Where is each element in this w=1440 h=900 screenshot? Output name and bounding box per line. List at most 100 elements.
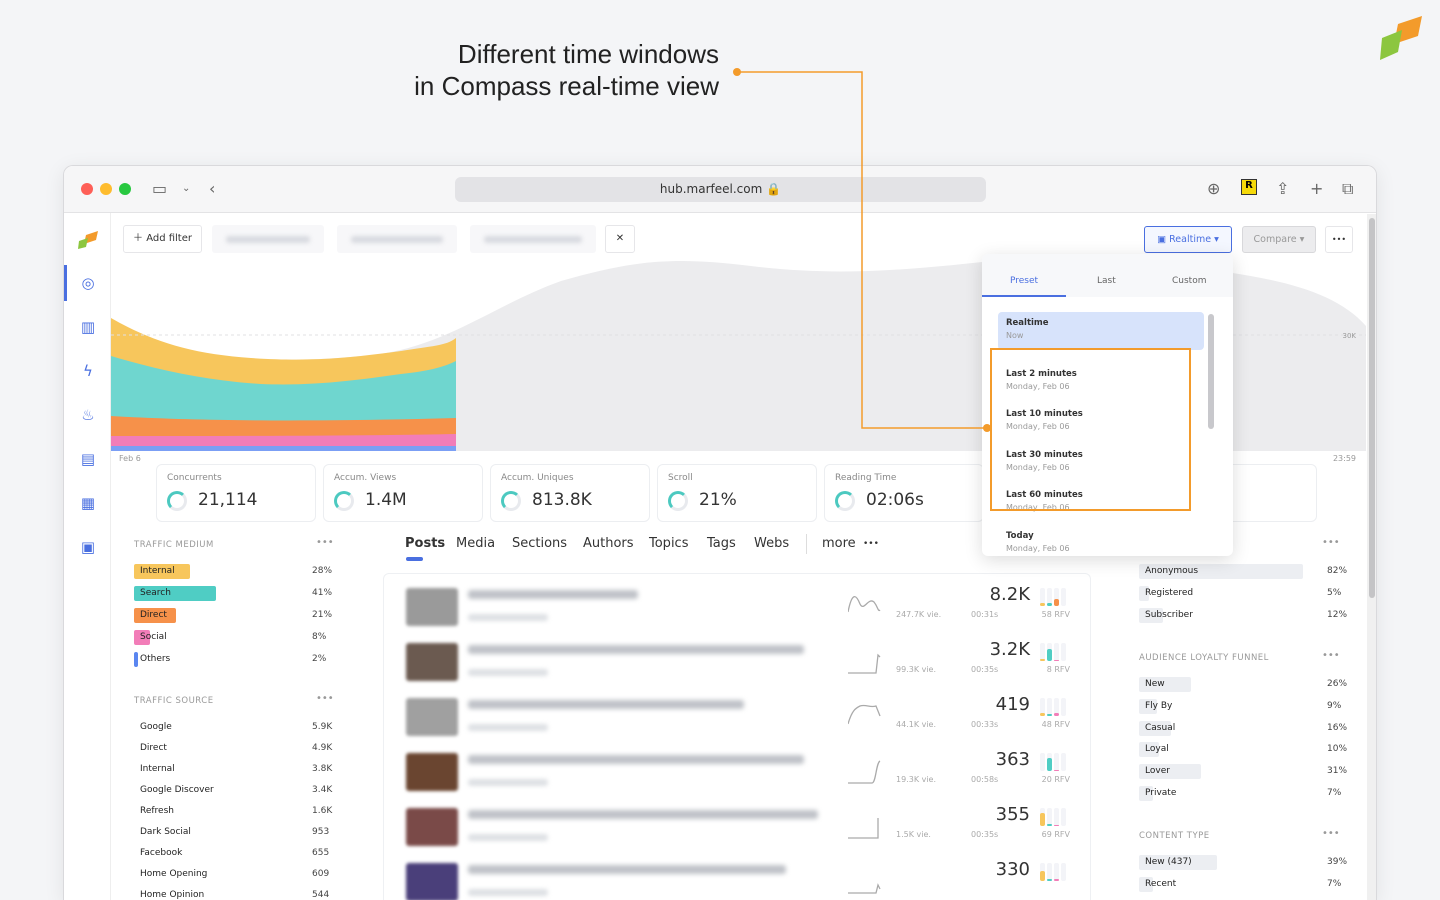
dropdown-scrollbar[interactable] [1208,314,1214,429]
maximize-button[interactable] [119,183,131,195]
metric-card[interactable]: Concurrents 21,114 [156,464,316,522]
breakdown-row[interactable]: Lover 31% [1139,764,1347,780]
breakdown-row[interactable]: New (437) 39% [1139,855,1347,870]
post-row[interactable]: 247.7K vie. 00:31s 8.2K 58 RFV [384,584,1092,626]
breakdown-row[interactable]: Google 5.9K [134,720,332,735]
traffic-medium-more-button[interactable]: ••• [316,537,334,548]
new-tab-icon[interactable]: + [1310,179,1324,198]
breakdown-row[interactable]: Dark Social 953 [134,825,332,840]
breakdown-row[interactable]: Search 41% [134,586,332,601]
breakdown-row[interactable]: Internal 28% [134,564,332,579]
breakdown-value: 953 [312,827,330,837]
address-bar[interactable]: hub.marfeel.com 🔒 [455,177,986,202]
breakdown-row[interactable]: Anonymous 82% [1139,564,1347,579]
content-type-more-button[interactable]: ••• [1322,828,1340,839]
time-option[interactable]: Last 10 minutes Monday, Feb 06 [998,403,1204,441]
breakdown-row[interactable]: Casual 16% [1139,720,1347,736]
more-options-button[interactable]: ••• [1325,226,1353,253]
tab-last[interactable]: Last [1097,276,1116,286]
bar-chart-icon[interactable]: ▥ [80,318,96,336]
breakdown-value: 82% [1327,566,1348,576]
page-scrollbar[interactable] [1367,214,1376,900]
flame-icon[interactable]: ♨ [81,406,95,424]
breakdown-row[interactable]: Loyal 10% [1139,742,1347,758]
post-title-blurred [468,700,744,709]
topic-filter[interactable] [212,225,324,253]
breakdown-bar [1139,586,1149,601]
tab-more[interactable]: more [822,536,856,551]
time-option[interactable]: Last 30 minutes Monday, Feb 06 [998,444,1204,482]
breakdown-row[interactable]: Home Opening 609 [134,867,332,882]
breakdown-row[interactable]: Subscriber 12% [1139,608,1347,623]
tab-posts[interactable]: Posts [405,536,446,551]
breakdown-row[interactable]: Private 7% [1139,786,1347,801]
tab-tags[interactable]: Tags [707,536,736,551]
time-option[interactable]: Realtime Now [998,312,1204,350]
clear-filters-button[interactable]: ✕ [605,225,635,253]
y-tick-label: 30K [1343,332,1357,340]
breakdown-row[interactable]: Google Discover 3.4K [134,783,332,798]
time-option[interactable]: Last 60 minutes Monday, Feb 06 [998,484,1204,522]
chevron-down-icon[interactable]: ⌄ [182,183,191,194]
post-row[interactable]: 1.5K vie. 00:35s 355 69 RFV [384,804,1092,846]
share-icon[interactable]: ⇪ [1276,179,1290,198]
post-row[interactable]: 330 [384,859,1092,900]
tab-topics[interactable]: Topics [649,536,689,551]
metric-card[interactable]: Reading Time 02:06s [824,464,984,522]
breakdown-row[interactable]: Direct 21% [134,608,332,623]
compare-button[interactable]: Compare ▾ [1242,226,1316,253]
extension-icon[interactable]: R [1241,179,1257,195]
breakdown-row[interactable]: Recent 7% [1139,876,1347,892]
user-type-more-button[interactable]: ••• [1322,537,1340,548]
option-title: Today [1006,530,1034,541]
lightning-icon[interactable]: ϟ [83,362,93,380]
minimize-button[interactable] [100,183,112,195]
app-logo[interactable] [78,231,98,251]
breakdown-row[interactable]: Home Opinion 544 [134,888,332,900]
post-row[interactable]: 44.1K vie. 00:33s 419 48 RFV [384,694,1092,736]
breakdown-row[interactable]: Refresh 1.6K [134,804,332,819]
folder-icon[interactable]: ▣ [80,538,96,556]
sidebar-toggle-icon[interactable]: ▭ [152,179,168,198]
calendar-icon[interactable]: ▦ [80,494,96,512]
layout-icon[interactable]: ▤ [80,450,96,468]
loyalty-more-button[interactable]: ••• [1322,650,1340,661]
post-row[interactable]: 19.3K vie. 00:58s 363 20 RFV [384,749,1092,791]
scrollbar-thumb[interactable] [1369,218,1375,598]
download-icon[interactable]: ⊕ [1207,179,1221,198]
breakdown-row[interactable]: New 26% [1139,677,1347,692]
time-option[interactable]: Today Monday, Feb 06 [998,525,1204,557]
breakdown-row[interactable]: Internal 3.8K [134,762,332,777]
tab-sections[interactable]: Sections [512,536,568,551]
compass-icon[interactable]: ◎ [81,274,95,292]
breakdown-row[interactable]: Social 8% [134,630,332,645]
back-icon[interactable]: ‹ [209,179,216,198]
tab-authors[interactable]: Authors [583,536,634,551]
realtime-button[interactable]: ▣ Realtime ▾ [1144,226,1232,253]
post-row[interactable]: 99.3K vie. 00:35s 3.2K 8 RFV [384,639,1092,681]
time-option[interactable]: Last 2 minutes Monday, Feb 06 [998,363,1204,401]
section-filter[interactable] [470,225,596,253]
breakdown-row[interactable]: Direct 4.9K [134,741,332,756]
metric-card[interactable]: Scroll 21% [657,464,817,522]
traffic-source-more-button[interactable]: ••• [316,693,334,704]
breakdown-row[interactable]: Others 2% [134,652,332,667]
close-button[interactable] [81,183,93,195]
rfv-fill [1054,770,1059,771]
rfv-bar [1047,698,1052,716]
breakdown-value: 28% [312,566,333,576]
author-filter[interactable] [337,225,457,253]
tab-preset[interactable]: Preset [1010,276,1039,286]
tab-webs[interactable]: Webs [754,536,790,551]
tabs-overview-icon[interactable]: ⧉ [1342,179,1354,198]
tab-media[interactable]: Media [456,536,496,551]
breakdown-row[interactable]: Fly By 9% [1139,698,1347,714]
tab-custom[interactable]: Custom [1172,276,1207,286]
metric-card[interactable]: Accum. Views 1.4M [323,464,483,522]
rfv-bars [1040,808,1070,826]
add-filter-button[interactable]: ＋ Add filter [123,225,202,253]
breakdown-row[interactable]: Registered 5% [1139,586,1347,601]
breakdown-row[interactable]: Facebook 655 [134,846,332,861]
metric-card[interactable]: Accum. Uniques 813.8K [490,464,650,522]
